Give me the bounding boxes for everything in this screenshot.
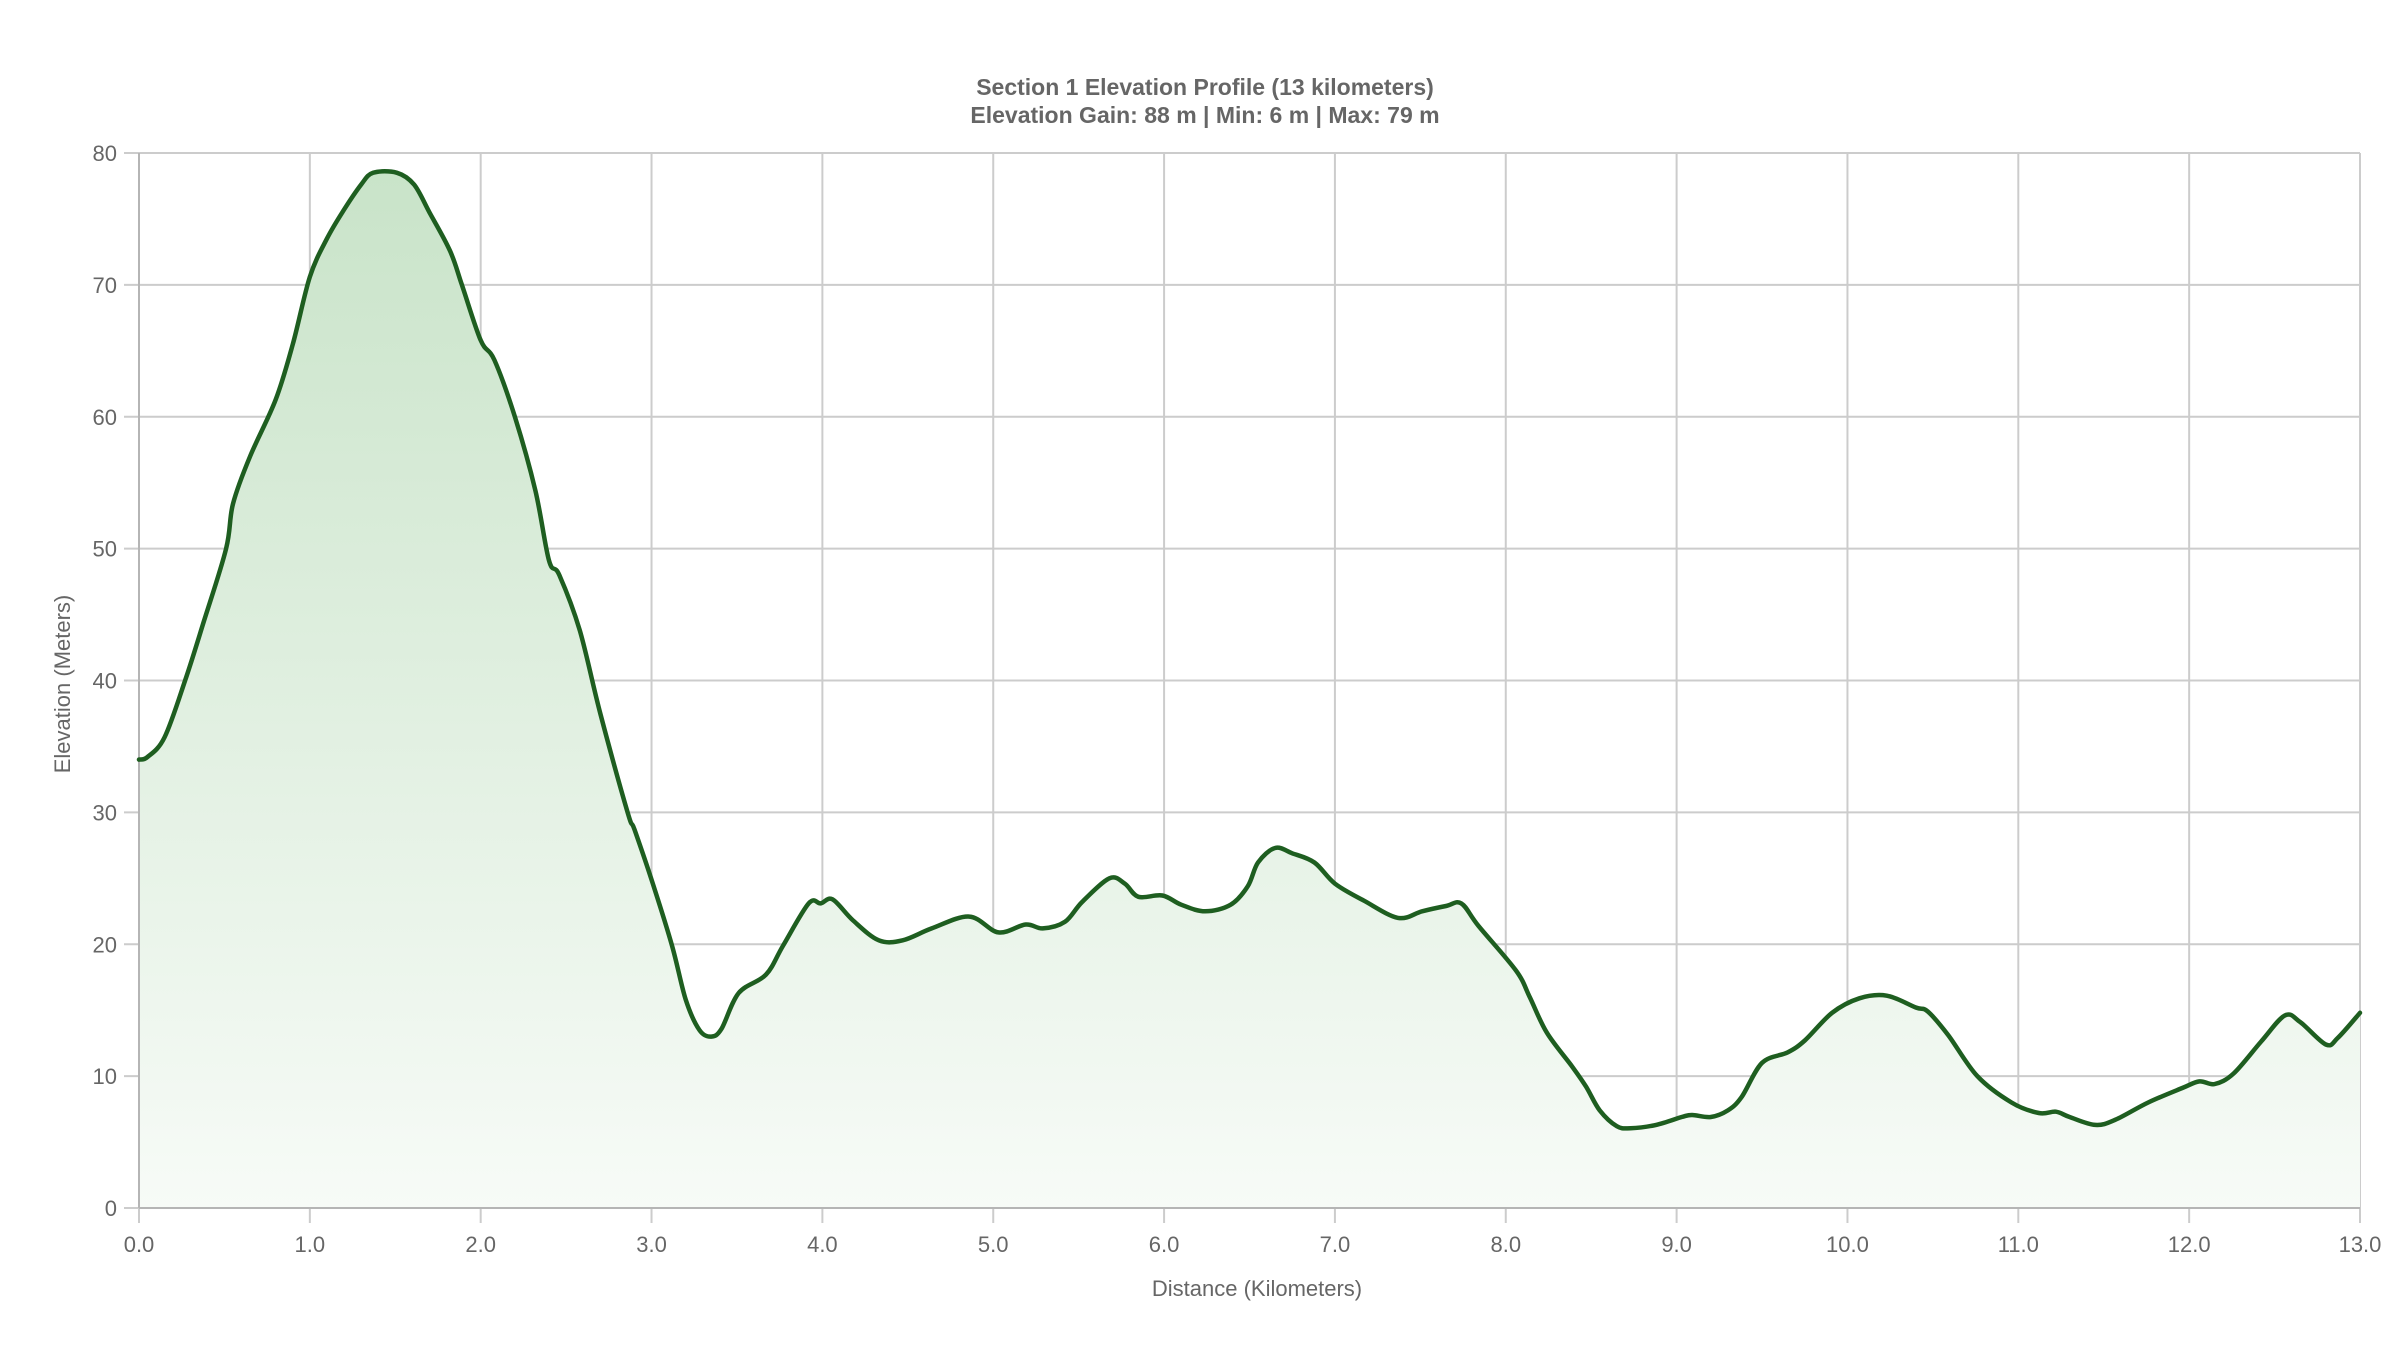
y-axis-title: Elevation (Meters) — [50, 595, 75, 774]
x-tick-label: 7.0 — [1320, 1232, 1351, 1257]
x-tick-label: 11.0 — [1998, 1232, 2039, 1257]
x-tick-label: 9.0 — [1661, 1232, 1692, 1257]
x-tick-label: 8.0 — [1490, 1232, 1521, 1257]
x-tick-label: 3.0 — [636, 1232, 667, 1257]
y-tick-label: 40 — [93, 669, 117, 694]
y-tick-label: 30 — [93, 800, 117, 825]
x-tick-label: 1.0 — [295, 1232, 326, 1257]
chart-subtitle: Elevation Gain: 88 m | Min: 6 m | Max: 7… — [970, 102, 1440, 128]
y-axis-ticks: 0 10 20 30 40 50 60 70 80 — [93, 141, 117, 1221]
x-tick-label: 2.0 — [465, 1232, 496, 1257]
elevation-area-fill — [139, 171, 2360, 1208]
y-tick-label: 10 — [93, 1064, 117, 1089]
y-tick-label: 80 — [93, 141, 117, 166]
x-tick-label: 10.0 — [1826, 1232, 1869, 1257]
chart-title: Section 1 Elevation Profile (13 kilomete… — [976, 74, 1434, 100]
y-tick-label: 50 — [93, 537, 117, 562]
y-tick-label: 60 — [93, 405, 117, 430]
x-tick-label: 0.0 — [124, 1232, 155, 1257]
x-tick-label: 13.0 — [2339, 1232, 2382, 1257]
y-tick-label: 70 — [93, 273, 117, 298]
axes — [138, 153, 2360, 1209]
y-tick-label: 0 — [105, 1196, 117, 1221]
x-tick-label: 12.0 — [2168, 1232, 2211, 1257]
elevation-line — [136, 169, 2363, 1131]
x-axis-title: Distance (Kilometers) — [1152, 1276, 1362, 1301]
x-axis-ticks: 0.0 1.0 2.0 3.0 4.0 5.0 6.0 7.0 8.0 9.0 10.0 11.0 12… — [124, 1232, 2382, 1257]
x-tick-label: 5.0 — [978, 1232, 1009, 1257]
y-tick-label: 20 — [93, 932, 117, 957]
x-tick-label: 6.0 — [1149, 1232, 1180, 1257]
x-tick-label: 4.0 — [807, 1232, 838, 1257]
